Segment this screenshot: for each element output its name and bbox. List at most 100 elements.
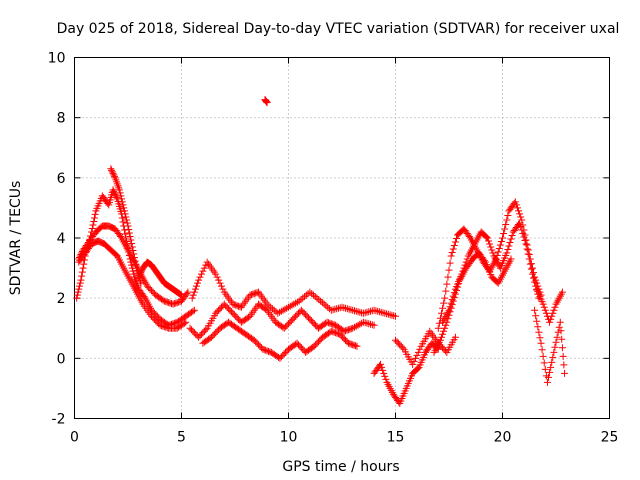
data-point (199, 329, 207, 337)
data-point (482, 233, 490, 241)
data-point (188, 294, 196, 302)
data-point (549, 353, 557, 361)
data-point (283, 321, 291, 329)
data-point (110, 171, 118, 179)
data-point (443, 318, 451, 326)
data-point (308, 290, 316, 298)
x-axis-label: GPS time / hours (282, 459, 399, 475)
series-end-tail-b (533, 285, 566, 326)
data-point (503, 216, 511, 224)
data-point (125, 225, 133, 233)
data-point (306, 315, 314, 323)
data-point (127, 236, 135, 244)
data-point (439, 304, 447, 312)
data-point (293, 311, 301, 319)
data-point (215, 306, 223, 314)
data-point (293, 298, 301, 306)
data-point (280, 350, 288, 358)
data-point (312, 341, 320, 349)
data-point (448, 301, 456, 309)
data-point (519, 229, 527, 237)
data-point (449, 297, 457, 305)
data-point (267, 303, 275, 311)
data-point (546, 318, 554, 326)
series-track-c (75, 237, 190, 332)
series-mid-upper (188, 258, 399, 320)
data-point (73, 294, 81, 302)
data-point (443, 280, 451, 288)
data-point (88, 224, 96, 232)
data-point (263, 347, 271, 355)
series-late-c (430, 249, 515, 356)
data-point (216, 305, 224, 313)
data-point (439, 344, 447, 352)
data-point (312, 321, 320, 329)
data-point (262, 305, 270, 313)
data-point (465, 232, 473, 240)
data-point (233, 302, 241, 310)
data-point (533, 317, 541, 325)
data-point (274, 309, 282, 317)
data-point (186, 324, 194, 332)
data-point (117, 192, 125, 200)
data-point (526, 260, 534, 268)
data-point (446, 259, 454, 267)
data-point (137, 269, 145, 277)
data-point (109, 169, 117, 177)
data-point (367, 320, 375, 328)
data-point (501, 225, 509, 233)
data-point (149, 314, 157, 322)
data-point (150, 309, 158, 317)
data-point (230, 301, 238, 309)
data-point (296, 342, 304, 350)
data-point (513, 204, 521, 212)
data-point (326, 305, 334, 313)
data-point (450, 242, 458, 250)
data-point (263, 99, 271, 107)
data-point (399, 344, 407, 352)
data-point (126, 232, 134, 240)
data-point (558, 335, 566, 343)
data-point (535, 328, 543, 336)
data-point (266, 348, 274, 356)
data-point (182, 318, 190, 326)
data-point (116, 189, 124, 197)
data-point (496, 241, 504, 249)
data-point (250, 290, 258, 298)
data-point (528, 270, 536, 278)
data-point (540, 359, 548, 367)
data-point (557, 327, 565, 335)
data-point (441, 294, 449, 302)
data-point (414, 364, 422, 372)
data-point (507, 235, 515, 243)
data-point (306, 288, 314, 296)
data-point (75, 282, 83, 290)
data-point (140, 293, 148, 301)
data-point (150, 315, 158, 323)
data-point (330, 321, 338, 329)
data-points (73, 96, 569, 407)
data-point (282, 323, 290, 331)
series-outlier (261, 96, 271, 107)
data-point (117, 232, 125, 240)
data-point (336, 330, 344, 338)
data-point (194, 279, 202, 287)
data-point (304, 314, 312, 322)
data-point (77, 276, 85, 284)
data-point (79, 264, 87, 272)
data-point (489, 249, 497, 257)
x-tick-labels: 0 5 10 15 20 25 (70, 430, 618, 446)
data-point (128, 243, 136, 251)
data-point (195, 333, 203, 341)
data-point (247, 291, 255, 299)
data-point (299, 345, 307, 353)
data-point (442, 321, 450, 329)
data-point (560, 361, 568, 369)
data-point (195, 276, 203, 284)
data-point (129, 247, 137, 255)
data-point (346, 325, 354, 333)
data-point (555, 323, 563, 331)
data-point (286, 302, 294, 310)
data-point (500, 229, 508, 237)
data-point (333, 305, 341, 313)
